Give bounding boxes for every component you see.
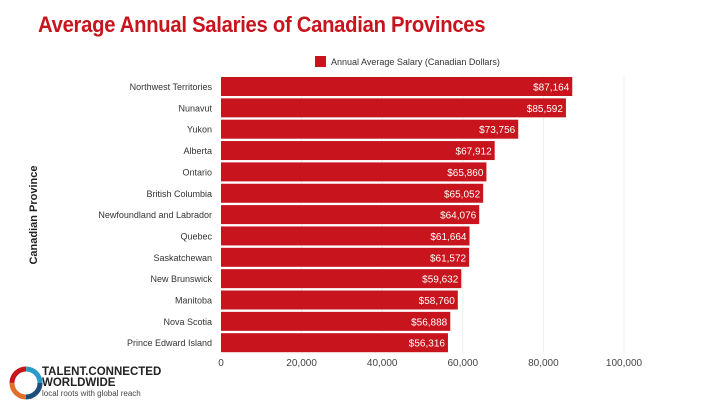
data-label: $56,888 [411, 317, 448, 328]
category-label: Nunavut [178, 103, 212, 113]
bar [221, 183, 484, 203]
bar [221, 205, 480, 225]
bar [221, 162, 487, 182]
bar [221, 119, 519, 139]
legend-swatch [315, 56, 326, 67]
data-label: $56,316 [409, 339, 446, 350]
bar [221, 77, 573, 96]
x-tick-label: 80,000 [528, 358, 559, 369]
data-label: $87,164 [533, 83, 570, 94]
x-tick-label: 60,000 [448, 358, 479, 369]
category-label: Manitoba [175, 296, 212, 306]
y-axis-label: Canadian Province [28, 165, 40, 264]
data-label: $85,592 [527, 104, 564, 115]
brand-line-1: TALENT.CONNECTED [42, 366, 162, 378]
category-label: Northwest Territories [130, 82, 213, 92]
data-label: $58,760 [419, 296, 456, 307]
category-label: British Columbia [146, 189, 212, 199]
bar [221, 141, 495, 161]
category-label: Yukon [187, 125, 212, 135]
chart-title: Average Annual Salaries of Canadian Prov… [38, 12, 486, 37]
category-label: Saskatchewan [153, 253, 212, 263]
x-tick-label: 20,000 [286, 358, 317, 369]
category-label: Quebec [180, 231, 212, 241]
category-label: New Brunswick [150, 274, 212, 284]
category-label: Ontario [182, 167, 212, 177]
x-tick-label: 0 [218, 358, 224, 369]
x-tick-label: 40,000 [367, 358, 398, 369]
data-label: $61,572 [430, 253, 467, 264]
bar [221, 226, 470, 246]
bar [221, 269, 462, 289]
data-label: $59,632 [422, 275, 459, 286]
category-label: Nova Scotia [163, 317, 212, 327]
category-label: Prince Edward Island [127, 338, 212, 348]
brand-tagline: local roots with global reach [42, 389, 141, 398]
data-label: $67,912 [456, 147, 493, 158]
data-label: $64,076 [440, 211, 477, 222]
bar [221, 311, 451, 331]
company-logo [9, 366, 43, 400]
bar [221, 290, 458, 310]
category-label: Alberta [183, 146, 212, 156]
data-label: $73,756 [479, 125, 516, 136]
bar [221, 333, 448, 353]
bar [221, 247, 470, 267]
brand-line-2: WORLDWIDE [42, 377, 116, 389]
category-label: Newfoundland and Labrador [98, 210, 212, 220]
x-tick-label: 100,000 [606, 358, 643, 369]
data-label: $65,860 [447, 168, 484, 179]
bar [221, 98, 566, 118]
data-label: $61,664 [430, 232, 467, 243]
legend-label: Annual Average Salary (Canadian Dollars) [331, 57, 500, 67]
data-label: $65,052 [444, 189, 481, 200]
